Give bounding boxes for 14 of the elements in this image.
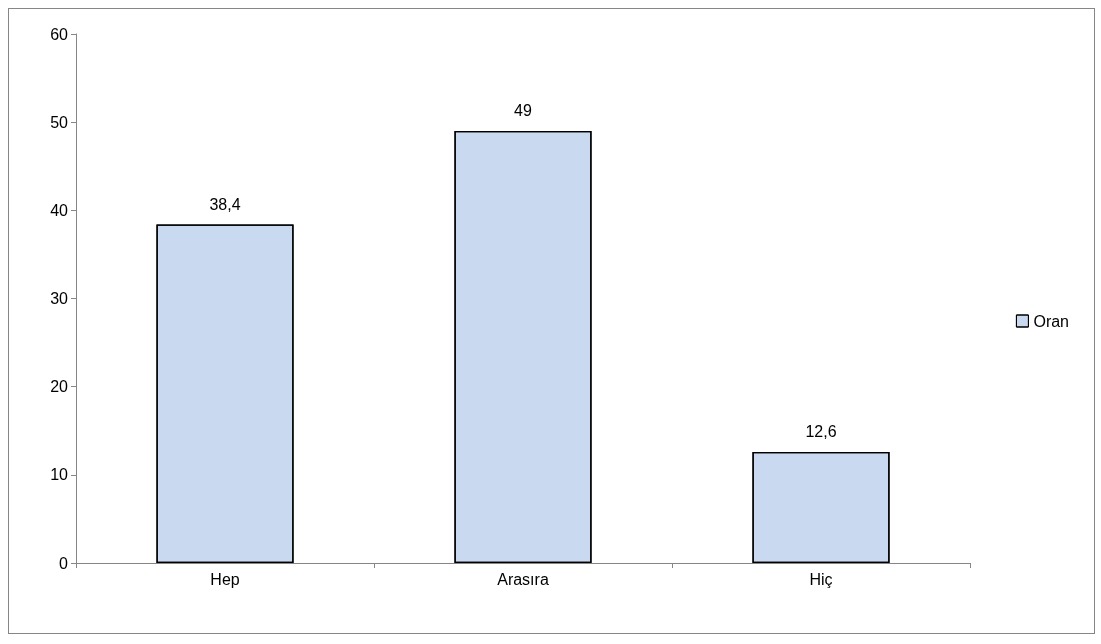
x-tick-label: Hiç — [809, 570, 833, 588]
y-tick-label: 40 — [50, 201, 69, 219]
x-tick-label: Hep — [210, 570, 240, 588]
data-label: 12,6 — [805, 423, 837, 441]
y-tick-label: 0 — [59, 554, 69, 572]
y-tick-label: 20 — [50, 378, 69, 396]
x-tick-label: Arasıra — [497, 570, 549, 588]
data-label: 49 — [514, 102, 532, 120]
y-tick-label: 50 — [50, 113, 69, 131]
y-tick-label: 30 — [50, 290, 69, 307]
y-tick-label: 10 — [50, 466, 69, 484]
legend-label: Oran — [1033, 312, 1070, 330]
y-tick-label: 60 — [50, 25, 69, 43]
data-label: 38,4 — [209, 195, 241, 213]
